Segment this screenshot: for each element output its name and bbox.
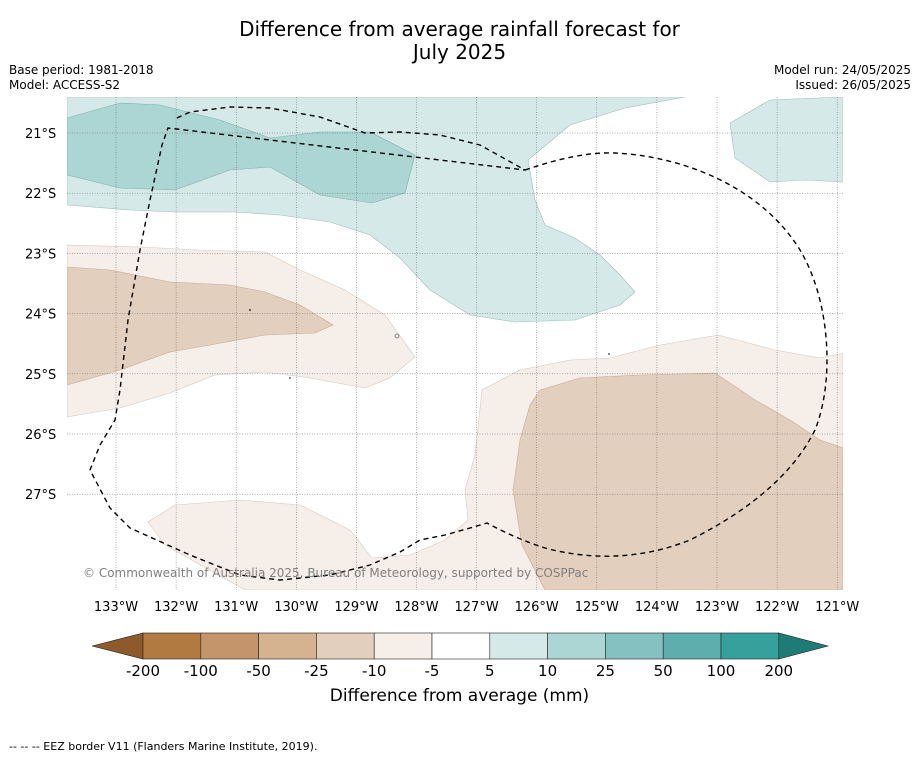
lat-label: 25°S	[25, 368, 56, 383]
colorbar-segment	[489, 632, 548, 660]
colorbar-tick: 5	[485, 662, 495, 680]
colorbar-segment	[258, 632, 317, 660]
lat-label: 27°S	[25, 488, 56, 503]
lat-label: 24°S	[25, 308, 56, 323]
colorbar-tick: 50	[654, 662, 673, 680]
colorbar-tick: 200	[764, 662, 793, 680]
dry-region-10-25-east	[512, 372, 843, 590]
colorbar-tick: -10	[362, 662, 387, 680]
colorbar-tick: -5	[425, 662, 440, 680]
wet-region-5-10-east	[729, 97, 843, 183]
speck	[289, 377, 291, 379]
meta-left: Base period: 1981-2018 Model: ACCESS-S2	[9, 63, 154, 93]
lon-label: 127°W	[455, 600, 499, 615]
lon-label: 129°W	[334, 600, 378, 615]
colorbar-tick: 100	[707, 662, 736, 680]
lon-label: 124°W	[635, 600, 679, 615]
colorbar-tick: 10	[538, 662, 557, 680]
latitude-labels: 21°S 22°S 23°S 24°S 25°S 26°S 27°S	[25, 127, 56, 503]
lon-label: 123°W	[695, 600, 739, 615]
longitude-labels: 133°W 132°W 131°W 130°W 129°W 128°W 127°W 126°W…	[94, 600, 860, 615]
graticule	[67, 97, 843, 590]
lon-label: 132°W	[154, 600, 198, 615]
dry-region-10-25-west	[67, 266, 334, 386]
lon-label: 128°W	[394, 600, 438, 615]
title-line-2: July 2025	[412, 40, 507, 64]
copyright-note: © Commonwealth of Australia 2025, Bureau…	[83, 566, 588, 580]
colorbar-segment	[142, 632, 202, 660]
colorbar-label: Difference from average (mm)	[329, 686, 590, 706]
lon-label: 121°W	[815, 600, 859, 615]
colorbar-segment	[547, 632, 606, 660]
eez-legend-note: -- -- -- EEZ border V11 (Flanders Marine…	[9, 740, 318, 753]
map-title: Difference from average rainfall forecas…	[0, 18, 919, 64]
lat-label: 21°S	[25, 127, 56, 142]
model-run: Model run: 24/05/2025	[773, 63, 911, 77]
colorbar-tick: -100	[184, 662, 218, 680]
lon-label: 126°W	[515, 600, 559, 615]
speck	[249, 309, 251, 311]
base-period: Base period: 1981-2018	[9, 63, 154, 77]
colorbar-segment	[605, 632, 664, 660]
colorbar-segment	[431, 632, 491, 660]
model-name: Model: ACCESS-S2	[9, 78, 121, 92]
lon-label: 130°W	[274, 600, 318, 615]
meta-right: Model run: 24/05/2025 Issued: 26/05/2025	[774, 63, 911, 93]
lon-label: 133°W	[94, 600, 138, 615]
lon-label: 125°W	[575, 600, 619, 615]
lat-label: 23°S	[25, 247, 56, 262]
colorbar-extend-low	[91, 632, 144, 660]
lon-label: 131°W	[214, 600, 258, 615]
colorbar-segment	[373, 632, 433, 660]
colorbar-segment	[720, 632, 780, 660]
colorbar-segment	[662, 632, 722, 660]
eez-border	[89, 106, 828, 581]
title-line-1: Difference from average rainfall forecas…	[239, 17, 680, 41]
colorbar-extend-high	[778, 632, 830, 660]
colorbar-tick: -25	[304, 662, 329, 680]
lat-label: 26°S	[25, 428, 56, 443]
rainfall-field	[67, 97, 843, 590]
lat-label: 22°S	[25, 187, 56, 202]
speck	[394, 333, 400, 339]
colorbar-tick: -200	[126, 662, 160, 680]
speck	[608, 353, 610, 355]
colorbar-tick: 25	[596, 662, 615, 680]
colorbar: -200 -100 -50 -25 -10 -5 5 10 25 50 100 200	[91, 632, 830, 680]
lon-label: 122°W	[755, 600, 799, 615]
colorbar-segment	[200, 632, 259, 660]
colorbar-segment	[316, 632, 375, 660]
colorbar-tick: -50	[246, 662, 271, 680]
issued-date: Issued: 26/05/2025	[795, 78, 911, 92]
